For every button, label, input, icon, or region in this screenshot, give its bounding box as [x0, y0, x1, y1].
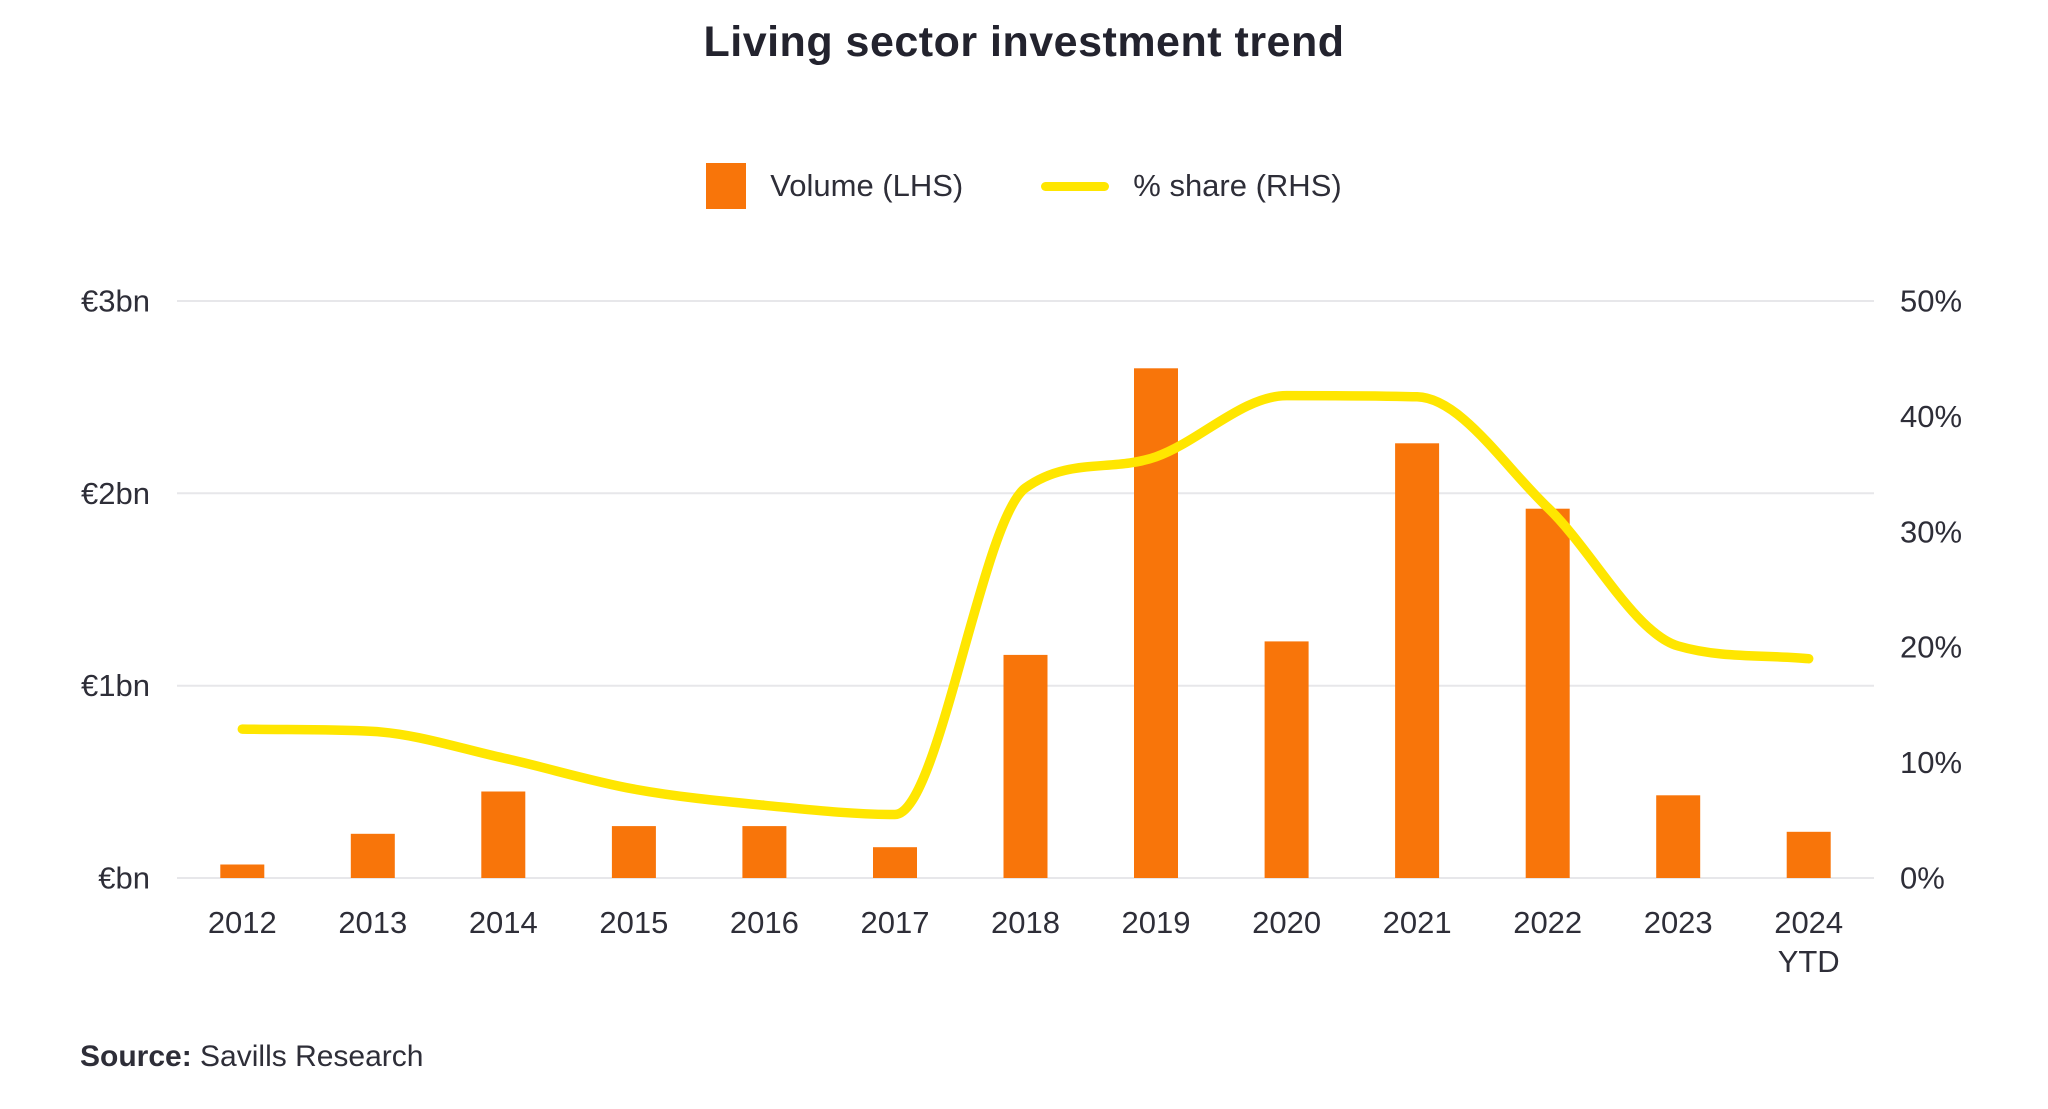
x-axis-label-2012: 2012: [208, 905, 277, 940]
x-axis-label-2018: 2018: [991, 905, 1060, 940]
volume-bar-2020: [1264, 641, 1309, 878]
x-axis-label-2024: 2024 YTD: [1774, 905, 1843, 979]
x-axis-label-2023: 2023: [1644, 905, 1713, 940]
volume-bar-2024: [1786, 831, 1831, 878]
legend: Volume (LHS) % share (RHS): [0, 163, 2048, 209]
x-axis-label-2019: 2019: [1122, 905, 1191, 940]
share-legend-label: % share (RHS): [1133, 168, 1342, 203]
x-axis-label-2016: 2016: [730, 905, 799, 940]
share-line: [237, 390, 1814, 820]
volume-bar-2012: [220, 864, 265, 878]
x-axis-label-2022: 2022: [1513, 905, 1582, 940]
x-axis-label-2017: 2017: [861, 905, 930, 940]
volume-bar-2013: [350, 833, 395, 878]
y-axis-left-label-2bn: €2bn: [81, 476, 150, 511]
x-axis-label-2021: 2021: [1383, 905, 1452, 940]
y-axis-right-label-10pct: 10%: [1900, 745, 1962, 780]
source-text: Savills Research: [200, 1040, 424, 1073]
source-note: Source: Savills Research: [80, 1040, 423, 1074]
x-axis-label-2014: 2014: [469, 905, 538, 940]
volume-bar-2017: [873, 847, 917, 878]
volume-bar-2016: [742, 826, 787, 878]
chart-title: Living sector investment trend: [703, 18, 1345, 66]
volume-bar-2015: [611, 826, 656, 878]
legend-item-volume: Volume (LHS): [706, 163, 963, 209]
y-axis-right-label-50pct: 50%: [1900, 284, 1962, 319]
y-axis-right-label-0pct: 0%: [1900, 861, 1945, 896]
volume-bar-2022: [1525, 508, 1570, 878]
x-axis-label-2020: 2020: [1252, 905, 1321, 940]
source-prefix: Source:: [80, 1040, 192, 1073]
y-axis-left-label-0bn: €bn: [98, 861, 150, 896]
volume-swatch-icon: [706, 163, 747, 209]
x-axis-label-2013: 2013: [338, 905, 407, 940]
volume-bar-2023: [1656, 795, 1701, 878]
y-axis-left-label-3bn: €3bn: [81, 284, 150, 319]
x-axis-label-2015: 2015: [599, 905, 668, 940]
legend-item-share: % share (RHS): [1041, 168, 1342, 204]
volume-bar-2014: [481, 791, 526, 878]
volume-bar-2018: [1003, 654, 1048, 878]
share-line-swatch-icon: [1041, 181, 1110, 191]
y-axis-left-label-1bn: €1bn: [81, 668, 150, 703]
volume-legend-label: Volume (LHS): [770, 168, 964, 203]
volume-bar-2021: [1395, 443, 1440, 878]
y-axis-right-label-40pct: 40%: [1900, 399, 1962, 434]
y-axis-right-label-20pct: 20%: [1900, 630, 1962, 665]
y-axis-right-label-30pct: 30%: [1900, 514, 1962, 549]
